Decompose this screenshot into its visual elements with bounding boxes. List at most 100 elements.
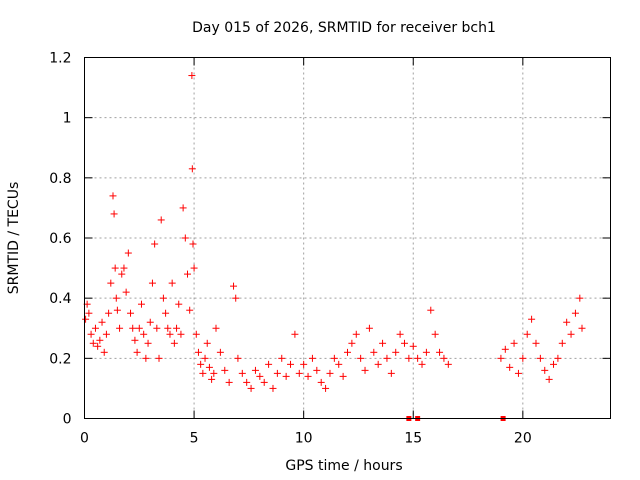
data-point [122, 288, 130, 296]
data-point [567, 330, 575, 338]
data-point [189, 240, 197, 248]
data-point [118, 270, 126, 278]
data-point [558, 339, 566, 347]
data-point [96, 336, 104, 344]
data-point [112, 294, 120, 302]
data-point [127, 309, 135, 317]
data-point [203, 339, 211, 347]
data-point [181, 234, 189, 242]
data-point [110, 210, 118, 218]
data-point [335, 360, 343, 368]
data-point [100, 348, 108, 356]
data-point [151, 240, 159, 248]
data-point [124, 249, 132, 257]
data-point [265, 360, 273, 368]
data-point [230, 282, 238, 290]
data-point [212, 324, 220, 332]
data-point [94, 342, 102, 350]
x-axis-label: GPS time / hours [285, 458, 402, 474]
data-point [105, 309, 113, 317]
data-point [545, 375, 553, 383]
data-point [199, 369, 207, 377]
data-point [550, 360, 558, 368]
data-point [89, 339, 97, 347]
data-point [111, 264, 119, 272]
x-tick-label: 10 [295, 431, 313, 447]
data-point [392, 348, 400, 356]
x-tick-label: 20 [514, 431, 532, 447]
gridlines [84, 57, 611, 419]
data-point [133, 348, 141, 356]
data-point [142, 354, 150, 362]
data-point [541, 366, 549, 374]
data-point [137, 300, 145, 308]
data-point [326, 369, 334, 377]
data-point [221, 366, 229, 374]
data-point [188, 165, 196, 173]
data-point [418, 360, 426, 368]
data-point [201, 354, 209, 362]
data-point [563, 318, 571, 326]
data-point [113, 306, 121, 314]
y-tick-label: 1 [63, 111, 72, 127]
data-point [497, 354, 505, 362]
data-point [400, 339, 408, 347]
data-point [146, 318, 154, 326]
data-point [352, 330, 360, 338]
data-point [444, 360, 452, 368]
x-tick-label: 5 [190, 431, 199, 447]
data-point [251, 366, 259, 374]
data-point [357, 354, 365, 362]
data-point [225, 378, 233, 386]
data-point [374, 360, 382, 368]
data-point [532, 339, 540, 347]
data-point [295, 369, 303, 377]
data-point [243, 378, 251, 386]
data-point [339, 372, 347, 380]
data-point [216, 348, 224, 356]
data-point [210, 369, 218, 377]
data-point [361, 366, 369, 374]
data-point [157, 216, 165, 224]
data-point [510, 339, 518, 347]
data-point [427, 306, 435, 314]
data-point [300, 360, 308, 368]
data-point [168, 279, 176, 287]
plot-frame [84, 57, 611, 419]
data-point [501, 345, 509, 353]
data-point [179, 204, 187, 212]
y-tick-label: 0 [63, 412, 72, 428]
data-point [192, 330, 200, 338]
data-point [506, 363, 514, 371]
data-point [536, 354, 544, 362]
data-point [396, 330, 404, 338]
data-point [436, 348, 444, 356]
y-tick-label: 0.2 [49, 351, 71, 367]
data-point [519, 354, 527, 362]
data-point [91, 324, 99, 332]
data-point [87, 330, 95, 338]
data-point [135, 324, 143, 332]
y-tick-label: 0.4 [49, 291, 71, 307]
x-tick-label: 15 [404, 431, 422, 447]
data-point [116, 324, 124, 332]
data-point [379, 339, 387, 347]
data-point [153, 324, 161, 332]
data-point [282, 372, 290, 380]
data-point [414, 354, 422, 362]
data-point [370, 348, 378, 356]
data-point [205, 363, 213, 371]
data-point [184, 270, 192, 278]
data-point [278, 354, 286, 362]
data-point [422, 348, 430, 356]
data-point [162, 309, 170, 317]
data-point [317, 378, 325, 386]
data-point [313, 366, 321, 374]
data-point [159, 294, 167, 302]
data-point [175, 300, 183, 308]
data-point [365, 324, 373, 332]
data-point [273, 369, 281, 377]
x-tick-label: 0 [80, 431, 89, 447]
data-point [523, 330, 531, 338]
